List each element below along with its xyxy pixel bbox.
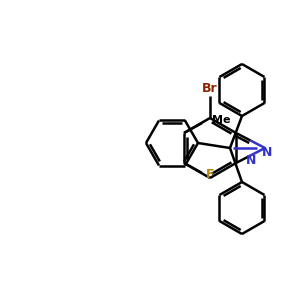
Text: Br: Br — [202, 82, 218, 94]
Text: N: N — [262, 146, 272, 160]
Text: F: F — [206, 167, 214, 181]
Text: Me: Me — [212, 115, 230, 125]
Text: N: N — [246, 154, 257, 167]
